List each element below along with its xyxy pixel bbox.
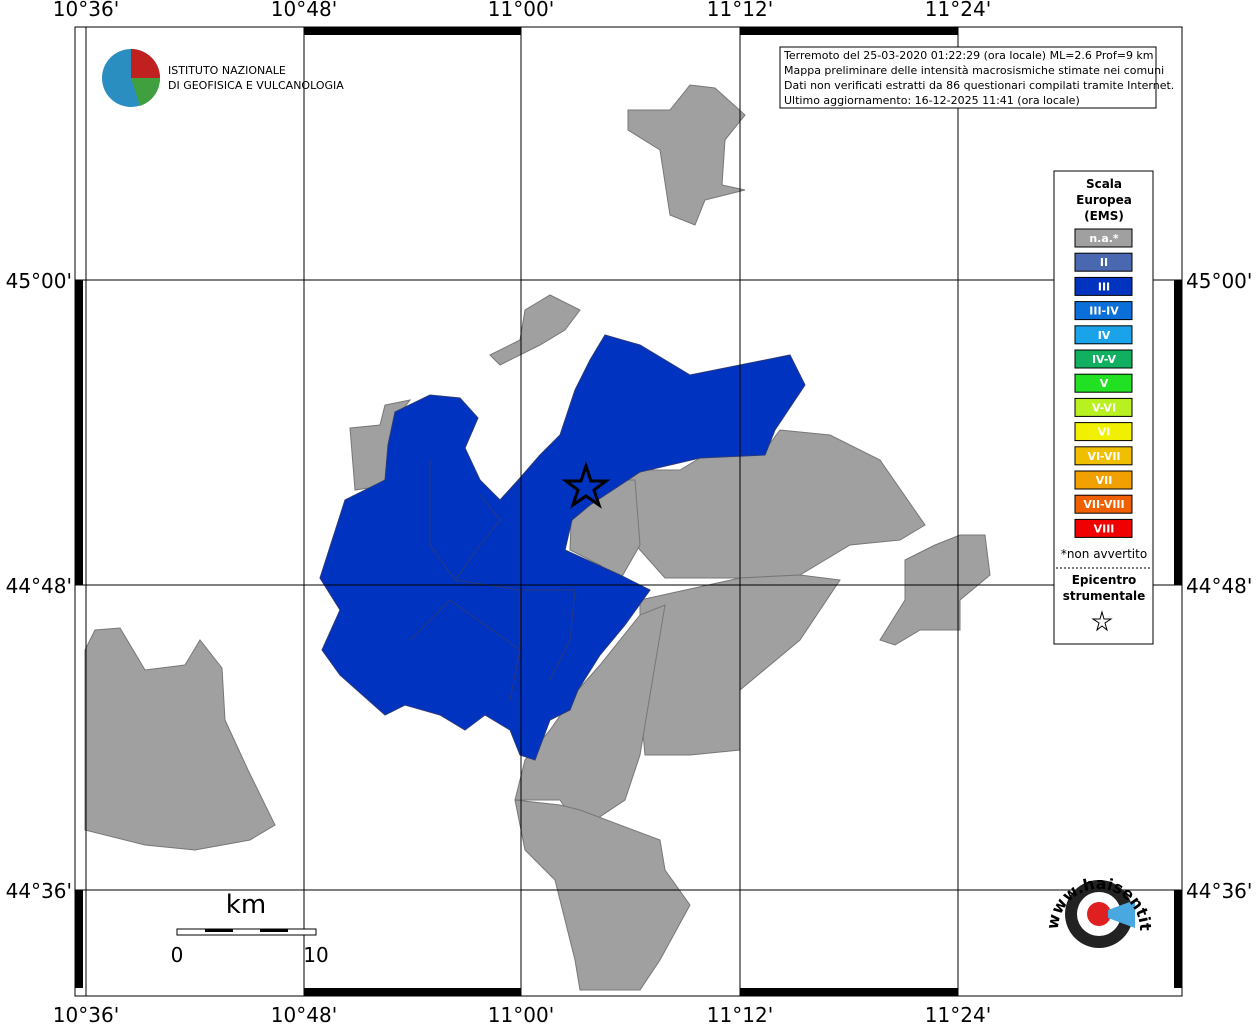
lat-label: 45°00' (1186, 269, 1252, 293)
legend-swatch (1074, 325, 1133, 345)
legend-label: VIII (1094, 522, 1115, 535)
legend-label: n.a.* (1089, 232, 1119, 245)
logo-text: ISTITUTO NAZIONALE (168, 64, 286, 77)
legend-swatch (1074, 422, 1133, 442)
lon-label: 11°24' (925, 0, 991, 21)
legend-label: III (1098, 280, 1110, 293)
legend-swatch (1074, 397, 1133, 417)
legend-label: VII-VIII (1083, 498, 1124, 511)
lon-label: 11°12' (707, 0, 773, 21)
scale-tick: 0 (171, 943, 184, 967)
legend-epicenter: strumentale (1063, 589, 1146, 603)
legend-label: IV (1098, 329, 1111, 342)
legend-label: VII (1096, 474, 1113, 487)
lon-label: 10°48' (271, 0, 337, 21)
lon-label: 10°36' (53, 0, 119, 21)
lon-label: 10°36' (53, 1003, 119, 1024)
scale-seg (205, 929, 233, 932)
legend-title: Europea (1076, 193, 1132, 207)
logo-text: DI GEOFISICA E VULCANOLOGIA (168, 79, 344, 92)
legend-swatch (1074, 276, 1133, 296)
badge-horn (1108, 900, 1135, 928)
scale-tick: 10 (303, 943, 328, 967)
epicenter-star (561, 461, 611, 509)
legend-swatch (1074, 518, 1133, 538)
legend-label: VI (1098, 426, 1111, 439)
info-line: Mappa preliminare delle intensità macros… (784, 64, 1164, 77)
legend-label: V (1100, 377, 1109, 390)
legend-swatch (1074, 373, 1133, 393)
legend-swatch (1074, 446, 1133, 466)
scale-bar: km 0 10 (171, 890, 329, 967)
legend-star (1091, 610, 1113, 632)
gray-regions (84, 84, 991, 991)
legend-swatch (1074, 301, 1133, 321)
lat-label: 44°36' (6, 879, 72, 903)
info-lines: Terremoto del 25-03-2020 01:22:29 (ora l… (783, 49, 1174, 107)
legend-note: *non avvertito (1061, 547, 1147, 561)
legend-swatch (1074, 228, 1133, 248)
legend-label: V-VI (1092, 401, 1116, 414)
lat-label: 44°48' (1186, 574, 1252, 598)
info-line: Terremoto del 25-03-2020 01:22:29 (ora l… (783, 49, 1154, 62)
lat-label: 44°48' (6, 574, 72, 598)
legend-title: (EMS) (1084, 209, 1124, 223)
info-line: Ultimo aggiornamento: 16-12-2025 11:41 (… (784, 94, 1080, 107)
lon-label: 11°00' (488, 0, 554, 21)
ingv-logo: ISTITUTO NAZIONALE DI GEOFISICA E VULCAN… (102, 49, 344, 107)
legend-swatch (1074, 494, 1133, 514)
scale-unit: km (226, 890, 266, 920)
info-box (779, 46, 1157, 109)
lat-label: 45°00' (6, 269, 72, 293)
scale-rect (176, 928, 317, 936)
info-line: Dati non verificati estratti da 86 quest… (784, 79, 1174, 92)
legend-swatch (1074, 252, 1133, 272)
legend-label: IV-V (1092, 353, 1117, 366)
legend-swatch (1074, 349, 1133, 369)
legend-label: II (1100, 256, 1108, 269)
blue-regions (319, 334, 806, 761)
logo-sector (131, 49, 160, 78)
lon-label: 11°24' (925, 1003, 991, 1024)
legend-title: Scala (1086, 177, 1122, 191)
scale-seg (260, 929, 288, 932)
legend-epicenter: Epicentro (1072, 573, 1137, 587)
lat-label: 44°36' (1186, 879, 1252, 903)
lon-label: 11°12' (707, 1003, 773, 1024)
legend-label: VI-VII (1087, 450, 1120, 463)
grid (75, 27, 1182, 996)
legend: ScalaEuropea(EMS)n.a.*IIIIIIII-IVIVIV-VV… (1056, 177, 1151, 632)
logo-sector (131, 78, 161, 106)
legend-label: III-IV (1089, 305, 1119, 318)
frame-bands (74, 26, 1183, 997)
lon-label: 11°00' (488, 1003, 554, 1024)
legend-swatch (1074, 470, 1133, 490)
lon-label: 10°48' (271, 1003, 337, 1024)
badge-dot (1087, 902, 1111, 926)
